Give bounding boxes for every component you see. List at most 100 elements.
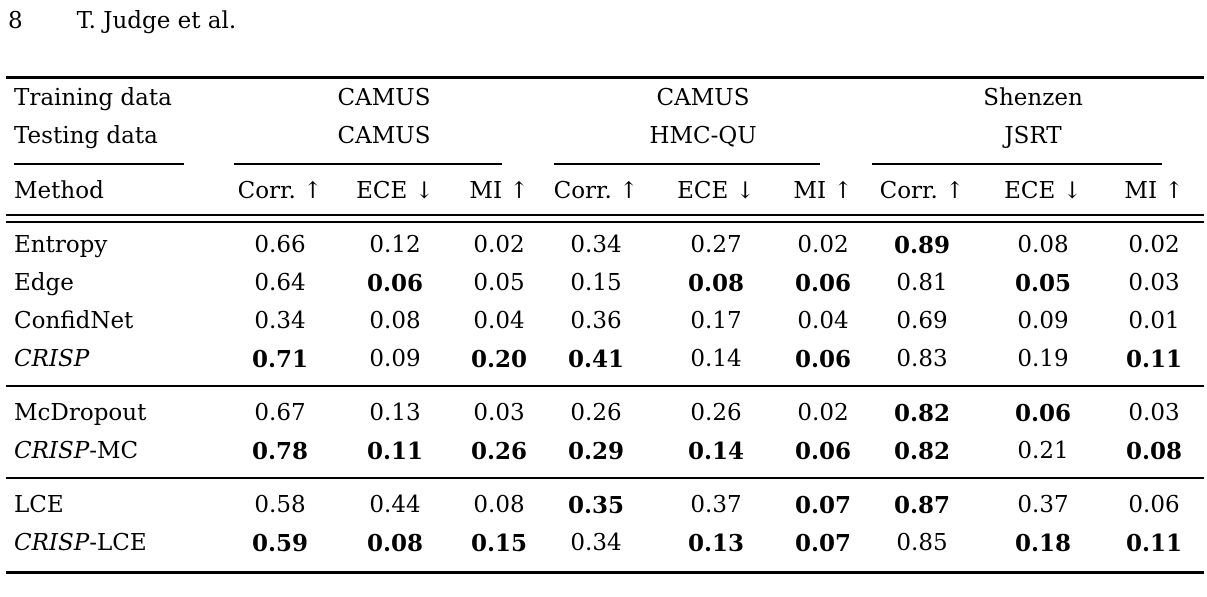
- bottom-rule-row: [6, 562, 1204, 574]
- group1-training-dataset: CAMUS: [337, 85, 431, 111]
- value-cell: 0.09: [369, 346, 421, 372]
- group1-mi-header: MI ↑: [469, 178, 529, 204]
- value-cell: 0.78: [251, 437, 309, 465]
- value-cell: 0.04: [473, 308, 525, 334]
- value-cell: 0.67: [254, 400, 306, 426]
- cmidrule-row: [6, 155, 1204, 167]
- value-cell: 0.14: [690, 346, 742, 372]
- value-cell: 0.82: [893, 399, 951, 427]
- block-separator-rule-row: [6, 470, 1204, 486]
- value-cell: 0.66: [254, 232, 306, 258]
- value-cell: 0.11: [366, 437, 424, 465]
- value-cell: 0.34: [570, 530, 622, 556]
- results-table-body: Entropy 0.66 0.12 0.02 0.34 0.27 0.02 0.89 0.08 0…: [6, 226, 1204, 574]
- value-cell: 0.08: [687, 269, 745, 297]
- method-cell: ConfidNet: [6, 302, 224, 340]
- testing-data-row: Testing data CAMUS HMC-QU JSRT: [6, 117, 1204, 155]
- value-cell: 0.34: [570, 232, 622, 258]
- block-separator-rule: [6, 385, 1204, 387]
- method-cell: LCE: [6, 486, 224, 524]
- value-cell: 0.01: [1128, 308, 1180, 334]
- value-cell: 0.37: [1017, 492, 1069, 518]
- rule-under-group1: [234, 163, 502, 165]
- value-cell: 0.37: [690, 492, 742, 518]
- group2-corr-header: Corr. ↑: [553, 178, 639, 204]
- method-cell: McDropout: [6, 394, 224, 432]
- value-cell: 0.02: [473, 232, 525, 258]
- value-cell: 0.03: [473, 400, 525, 426]
- top-rule: [6, 76, 1204, 79]
- value-cell: 0.15: [470, 529, 528, 557]
- header-double-rule-row: [6, 209, 1204, 226]
- value-cell: 0.09: [1017, 308, 1069, 334]
- top-rule-row: [6, 76, 1204, 79]
- value-cell: 0.02: [797, 400, 849, 426]
- method-cell: CRISP-MC: [6, 432, 224, 470]
- running-title: T. Judge et al.: [76, 8, 237, 34]
- value-cell: 0.08: [473, 492, 525, 518]
- method-name: -LCE: [89, 530, 147, 556]
- metric-header-row: Method Corr. ↑ ECE ↓ MI ↑ Corr. ↑ ECE ↓ …: [6, 167, 1204, 209]
- value-cell: 0.36: [570, 308, 622, 334]
- value-cell: 0.06: [1014, 399, 1072, 427]
- group1-testing-dataset: CAMUS: [337, 123, 431, 149]
- group1-corr-header: Corr. ↑: [237, 178, 323, 204]
- method-name-italic: CRISP: [14, 438, 90, 464]
- value-cell: 0.29: [567, 437, 625, 465]
- method-name: ConfidNet: [14, 308, 134, 334]
- value-cell: 0.89: [893, 231, 951, 259]
- group3-training-dataset: Shenzen: [983, 85, 1083, 111]
- value-cell: 0.81: [896, 270, 948, 296]
- double-rule: [6, 214, 1204, 223]
- table-row: ConfidNet 0.34 0.08 0.04 0.36 0.17 0.04 0.69 0.0…: [6, 302, 1204, 340]
- method-name: LCE: [14, 492, 64, 518]
- value-cell: 0.19: [1017, 346, 1069, 372]
- value-cell: 0.71: [251, 345, 309, 373]
- table-row: CRISP-MC 0.78 0.11 0.26 0.29 0.14 0.06 0.82 0.21…: [6, 432, 1204, 470]
- value-cell: 0.03: [1128, 270, 1180, 296]
- value-cell: 0.26: [690, 400, 742, 426]
- method-cell: Entropy: [6, 226, 224, 264]
- value-cell: 0.17: [690, 308, 742, 334]
- value-cell: 0.05: [1014, 269, 1072, 297]
- method-name: -MC: [89, 438, 139, 464]
- value-cell: 0.64: [254, 270, 306, 296]
- value-cell: 0.13: [369, 400, 421, 426]
- rule-under-group3: [872, 163, 1162, 165]
- value-cell: 0.07: [794, 491, 852, 519]
- block-separator-rule: [6, 477, 1204, 479]
- paper-page: 8 T. Judge et al. Training data CAMUS CAM…: [6, 6, 1204, 574]
- table-row: Entropy 0.66 0.12 0.02 0.34 0.27 0.02 0.89 0.08 0…: [6, 226, 1204, 264]
- group3-testing-dataset: JSRT: [1004, 123, 1062, 149]
- value-cell: 0.07: [794, 529, 852, 557]
- method-cell: CRISP: [6, 340, 224, 378]
- value-cell: 0.27: [690, 232, 742, 258]
- table-row: CRISP-LCE 0.59 0.08 0.15 0.34 0.13 0.07 0.85 0.1…: [6, 524, 1204, 562]
- table-row: CRISP 0.71 0.09 0.20 0.41 0.14 0.06 0.83 0.19 0.1…: [6, 340, 1204, 378]
- training-data-row: Training data CAMUS CAMUS Shenzen: [6, 79, 1204, 117]
- value-cell: 0.85: [896, 530, 948, 556]
- rule-under-method-column: [14, 163, 184, 165]
- value-cell: 0.05: [473, 270, 525, 296]
- method-name-italic: CRISP: [14, 530, 90, 556]
- value-cell: 0.14: [687, 437, 745, 465]
- value-cell: 0.08: [369, 308, 421, 334]
- page-header: 8 T. Judge et al.: [6, 6, 1203, 36]
- block-separator-rule-row: [6, 378, 1204, 394]
- method-column-header: Method: [14, 178, 104, 204]
- value-cell: 0.44: [369, 492, 421, 518]
- value-cell: 0.12: [369, 232, 421, 258]
- results-table: Training data CAMUS CAMUS Shenzen Testin…: [6, 76, 1204, 574]
- value-cell: 0.34: [254, 308, 306, 334]
- value-cell: 0.87: [893, 491, 951, 519]
- group2-testing-dataset: HMC-QU: [649, 123, 757, 149]
- value-cell: 0.82: [893, 437, 951, 465]
- method-name: Entropy: [14, 232, 108, 258]
- value-cell: 0.03: [1128, 400, 1180, 426]
- method-cell: CRISP-LCE: [6, 524, 224, 562]
- value-cell: 0.59: [251, 529, 309, 557]
- method-name: McDropout: [14, 400, 147, 426]
- method-cell: Edge: [6, 264, 224, 302]
- value-cell: 0.21: [1017, 438, 1069, 464]
- value-cell: 0.06: [366, 269, 424, 297]
